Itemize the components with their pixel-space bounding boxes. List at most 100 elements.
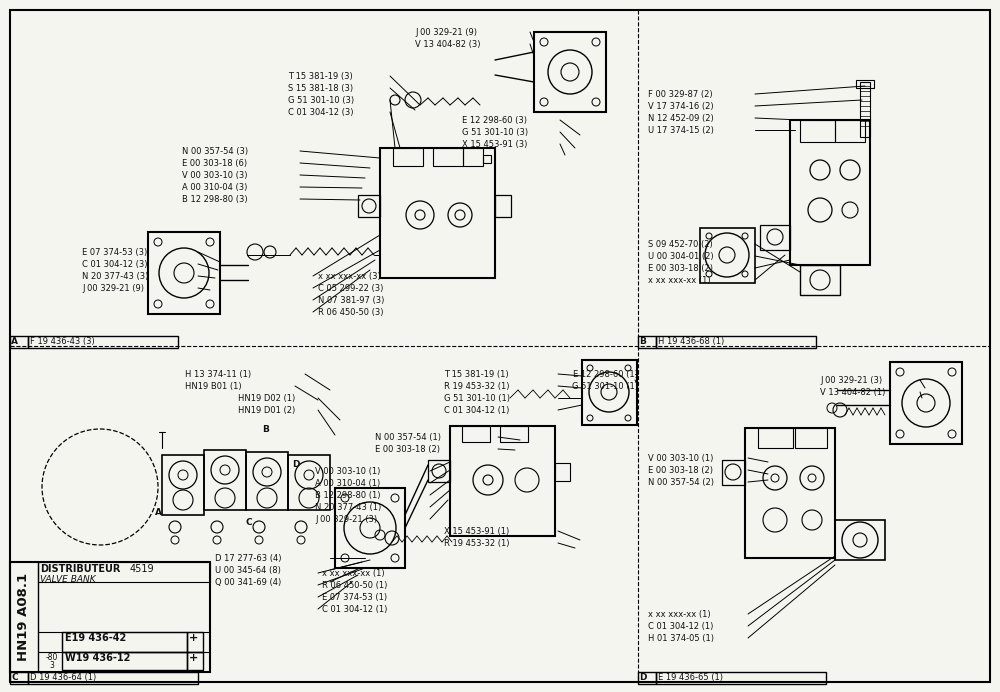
Text: R 19 453-32 (1): R 19 453-32 (1)	[444, 539, 510, 548]
Text: A 00 310-04 (1): A 00 310-04 (1)	[315, 479, 380, 488]
Text: R 06 450-50 (3): R 06 450-50 (3)	[318, 308, 384, 317]
Text: H 19 436-68 (1): H 19 436-68 (1)	[658, 337, 724, 346]
Bar	[495, 195, 511, 217]
Text: B 12 298-80 (3): B 12 298-80 (3)	[182, 195, 248, 204]
Text: J 00 329-21 (3): J 00 329-21 (3)	[315, 515, 377, 524]
Text: S 09 452-70 (2): S 09 452-70 (2)	[648, 240, 713, 249]
Text: E19 436-42: E19 436-42	[65, 633, 126, 643]
Text: x xx xxx-xx (1): x xx xxx-xx (1)	[648, 610, 711, 619]
Bar	[393, 148, 423, 166]
Text: A 00 310-04 (3): A 00 310-04 (3)	[182, 183, 247, 192]
Bar	[204, 450, 246, 510]
Text: -80: -80	[46, 653, 58, 662]
Text: +: +	[189, 653, 198, 663]
Text: N 20 377-43 (3): N 20 377-43 (3)	[82, 272, 148, 281]
Bar	[835, 520, 885, 560]
Bar	[246, 452, 288, 510]
Bar	[38, 562, 210, 582]
Text: C 01 304-12 (3): C 01 304-12 (3)	[288, 108, 354, 117]
Bar	[656, 336, 816, 348]
Text: N 07 381-97 (3): N 07 381-97 (3)	[318, 296, 384, 305]
Bar	[700, 228, 755, 283]
Bar	[483, 155, 491, 163]
Text: R 19 453-32 (1): R 19 453-32 (1)	[444, 382, 510, 391]
Bar	[638, 672, 656, 684]
Text: E 12 298-60 (3): E 12 298-60 (3)	[462, 116, 527, 125]
Text: B: B	[639, 337, 646, 346]
Text: U 00 304-01 (2): U 00 304-01 (2)	[648, 252, 714, 261]
Text: V 13 404-82 (1): V 13 404-82 (1)	[820, 388, 885, 397]
Text: x xx xxx-xx (1): x xx xxx-xx (1)	[648, 276, 711, 285]
Text: S 15 381-18 (3): S 15 381-18 (3)	[288, 84, 353, 93]
Bar	[62, 632, 187, 652]
Text: N 12 452-09 (2): N 12 452-09 (2)	[648, 114, 714, 123]
Bar	[10, 672, 28, 684]
Bar	[800, 120, 835, 142]
Text: B: B	[262, 425, 269, 434]
Bar	[462, 426, 490, 442]
Bar	[187, 652, 203, 670]
Bar	[10, 336, 28, 348]
Text: V 17 374-16 (2): V 17 374-16 (2)	[648, 102, 714, 111]
Text: E 00 303-18 (2): E 00 303-18 (2)	[648, 264, 713, 273]
Text: E 00 303-18 (6): E 00 303-18 (6)	[182, 159, 247, 168]
Bar	[288, 455, 330, 510]
Text: X 15 453-91 (3): X 15 453-91 (3)	[462, 140, 527, 149]
Bar	[835, 120, 865, 142]
Text: A: A	[155, 508, 162, 517]
Bar	[380, 148, 495, 278]
Text: x xx xxx-xx (1): x xx xxx-xx (1)	[322, 569, 385, 578]
Bar	[722, 460, 745, 485]
Text: G 51 301-10 (3): G 51 301-10 (3)	[288, 96, 354, 105]
Text: V 00 303-10 (1): V 00 303-10 (1)	[648, 454, 713, 463]
Text: HN19 A08.1: HN19 A08.1	[17, 573, 31, 661]
Text: G 51 301-10 (1): G 51 301-10 (1)	[444, 394, 510, 403]
Text: C 01 304-12 (1): C 01 304-12 (1)	[322, 605, 387, 614]
Bar	[790, 120, 870, 265]
Text: A: A	[11, 337, 18, 346]
Text: D 17 277-63 (4): D 17 277-63 (4)	[215, 554, 282, 563]
Bar	[10, 562, 210, 672]
Text: 3: 3	[50, 660, 54, 669]
Text: E 07 374-53 (3): E 07 374-53 (3)	[82, 248, 147, 257]
Bar	[745, 428, 835, 558]
Bar	[187, 632, 203, 652]
Bar	[450, 426, 555, 536]
Text: F 19 436-43 (3): F 19 436-43 (3)	[30, 337, 95, 346]
Text: H 13 374-11 (1): H 13 374-11 (1)	[185, 370, 251, 379]
Text: C: C	[245, 518, 252, 527]
Bar	[428, 460, 450, 482]
Bar	[758, 428, 793, 448]
Text: E 07 374-53 (1): E 07 374-53 (1)	[322, 593, 387, 602]
Text: HN19 D02 (1): HN19 D02 (1)	[238, 394, 295, 403]
Text: D: D	[639, 673, 646, 682]
Bar	[62, 652, 187, 670]
Text: J 00 329-21 (9): J 00 329-21 (9)	[415, 28, 477, 37]
Bar	[656, 672, 826, 684]
Bar	[433, 148, 463, 166]
Text: B 12 298-80 (1): B 12 298-80 (1)	[315, 491, 380, 500]
Text: C 05 299-22 (3): C 05 299-22 (3)	[318, 284, 383, 293]
Text: H 01 374-05 (1): H 01 374-05 (1)	[648, 634, 714, 643]
Bar	[555, 463, 570, 481]
Bar	[856, 80, 874, 88]
Text: J 00 329-21 (9): J 00 329-21 (9)	[82, 284, 144, 293]
Bar	[534, 32, 606, 112]
Text: N 00 357-54 (1): N 00 357-54 (1)	[375, 433, 441, 442]
Text: V 00 303-10 (3): V 00 303-10 (3)	[182, 171, 248, 180]
Text: E 00 303-18 (2): E 00 303-18 (2)	[375, 445, 440, 454]
Text: T 15 381-19 (3): T 15 381-19 (3)	[288, 72, 353, 81]
Bar	[890, 362, 962, 444]
Text: E 12 298-60 (1): E 12 298-60 (1)	[573, 370, 638, 379]
Bar	[358, 195, 380, 217]
Text: V 13 404-82 (3): V 13 404-82 (3)	[415, 40, 480, 49]
Bar	[162, 455, 204, 515]
Bar	[28, 336, 178, 348]
Bar	[148, 232, 220, 314]
Text: E 00 303-18 (2): E 00 303-18 (2)	[648, 466, 713, 475]
Text: x xx xxx-xx (3): x xx xxx-xx (3)	[318, 272, 381, 281]
Bar	[463, 148, 483, 166]
Text: X 15 453-91 (1): X 15 453-91 (1)	[444, 527, 509, 536]
Text: R 06 450-50 (1): R 06 450-50 (1)	[322, 581, 387, 590]
Bar	[500, 426, 528, 442]
